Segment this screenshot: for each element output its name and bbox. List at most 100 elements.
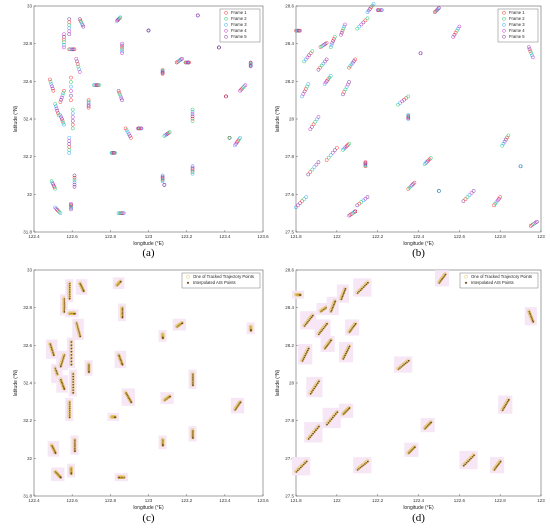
frame-point xyxy=(501,141,506,146)
tracked-point xyxy=(51,351,55,355)
ais-point xyxy=(399,366,401,369)
frame-point xyxy=(340,28,345,33)
frame-point xyxy=(332,148,337,153)
frame-point xyxy=(95,83,99,87)
y-tick-label: 33 xyxy=(27,268,33,273)
frame-point xyxy=(528,49,533,54)
legend-label: One of Tracked Trajectory Points xyxy=(193,274,254,279)
frame-point xyxy=(118,211,123,216)
frame-point xyxy=(160,179,165,183)
y-tick-label: 31.8 xyxy=(23,230,32,235)
track-highlight xyxy=(353,278,372,297)
plot-area xyxy=(295,5,542,233)
legend-label: Frame 2 xyxy=(231,16,247,21)
x-tick-label: 122.6 xyxy=(454,234,466,239)
frame-point xyxy=(500,143,505,148)
tracked-point xyxy=(75,326,80,331)
tracked-point xyxy=(443,272,447,276)
frame-point xyxy=(77,67,81,72)
ais-point xyxy=(354,322,357,325)
frame-point xyxy=(530,53,534,58)
frame-point xyxy=(343,22,347,27)
x-tick-label: 123 xyxy=(145,498,153,503)
frame-point xyxy=(50,86,55,91)
legend-box xyxy=(219,8,261,43)
frame-point xyxy=(53,104,58,109)
frame-point xyxy=(59,97,63,102)
y-tick-label: 28.2 xyxy=(285,343,294,348)
frame-point xyxy=(53,205,57,210)
frame-point xyxy=(72,178,77,182)
frame-point xyxy=(526,45,531,49)
frame-point xyxy=(120,49,124,54)
frame-point xyxy=(146,28,151,33)
frame-point xyxy=(243,83,248,87)
frame-point xyxy=(412,180,417,185)
tracked-point xyxy=(412,444,417,449)
frame-point xyxy=(62,122,66,127)
frame-point xyxy=(371,2,376,6)
frame-point xyxy=(62,35,66,39)
x-tick-label: 122.2 xyxy=(372,498,384,503)
ais-point xyxy=(430,421,433,424)
frame-point xyxy=(379,8,384,12)
ais-point xyxy=(406,361,409,363)
frame-point xyxy=(332,37,336,41)
ais-point xyxy=(79,335,82,338)
tracked-point xyxy=(343,351,348,355)
track-highlight xyxy=(300,311,317,330)
frame-point xyxy=(67,32,72,37)
tracked-point xyxy=(67,283,72,288)
frame-point xyxy=(117,211,122,216)
frame-point xyxy=(504,137,508,142)
frame-point xyxy=(294,205,298,210)
legend: One of Tracked Trajectory PointsInterpol… xyxy=(181,272,261,289)
frame-point xyxy=(330,150,335,155)
frame-point xyxy=(437,6,441,10)
chart-panel-b: 121.8 122 122.2 122.4 122.6 122.8 123 27.5 27.6 2… xyxy=(275,2,545,259)
tracked-point xyxy=(70,382,75,387)
ais-point xyxy=(473,454,475,457)
frame-point xyxy=(125,130,130,135)
frame-point xyxy=(343,145,348,150)
y-tick-label: 33 xyxy=(27,4,33,9)
y-tick-label: 27.5 xyxy=(285,230,294,235)
ais-point xyxy=(334,300,337,303)
frame-point xyxy=(427,157,432,162)
y-tick-label: 31.8 xyxy=(23,494,32,499)
frame-point xyxy=(72,184,77,189)
ais-point xyxy=(362,464,365,466)
frame-point xyxy=(453,30,458,35)
ais-point xyxy=(162,444,164,447)
tracked-point xyxy=(343,286,347,291)
tracked-point xyxy=(116,475,121,480)
tracked-point xyxy=(54,369,58,374)
ais-point xyxy=(336,411,339,414)
tracked-point xyxy=(67,410,72,415)
tracked-point xyxy=(298,292,302,297)
y-tick-label: 32.4 xyxy=(23,117,32,122)
y-tick-label: 27.8 xyxy=(285,418,294,423)
panel-caption: (d) xyxy=(412,512,425,524)
ais-point xyxy=(70,472,73,475)
tracked-point xyxy=(74,320,79,325)
y-tick-label: 28.2 xyxy=(285,79,294,84)
ais-point xyxy=(70,353,73,356)
legend-box xyxy=(497,8,539,43)
frame-point xyxy=(241,85,246,90)
x-tick-label: 123.4 xyxy=(219,234,231,239)
frame-point xyxy=(117,16,122,20)
ais-point xyxy=(499,460,502,463)
y-tick-label: 32.6 xyxy=(23,79,32,84)
frame-point xyxy=(357,24,362,29)
ais-point xyxy=(121,316,124,319)
tracked-point xyxy=(49,346,54,351)
frame-point xyxy=(97,83,102,87)
ais-point xyxy=(54,452,57,454)
x-tick-label: 123 xyxy=(537,234,545,239)
frame-point xyxy=(59,117,64,121)
ais-point xyxy=(407,359,410,362)
frame-point xyxy=(310,49,315,54)
legend-marker xyxy=(224,29,228,33)
frame-point xyxy=(342,24,347,29)
